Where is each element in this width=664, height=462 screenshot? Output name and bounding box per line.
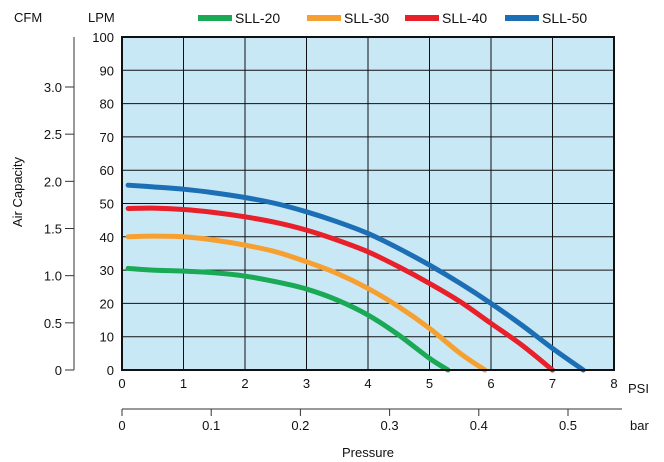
bar-tick-label: 0.5: [559, 418, 577, 433]
lpm-tick-label: 10: [100, 330, 114, 345]
lpm-tick-label: 60: [100, 163, 114, 178]
plot-frame: [121, 36, 615, 371]
psi-tick-label: 6: [487, 376, 494, 391]
cfm-unit-label: CFM: [14, 10, 42, 25]
legend-label-sll-20: SLL-20: [235, 10, 280, 26]
legend-label-sll-50: SLL-50: [542, 10, 587, 26]
cfm-tick-label: 3.0: [44, 80, 62, 95]
series-line-sll-40: [125, 205, 555, 373]
cfm-tick-label: 2.0: [44, 174, 62, 189]
cfm-tick-label: 2.5: [44, 127, 62, 142]
bar-tick-label: 0: [118, 418, 125, 433]
lpm-tick-label: 50: [100, 197, 114, 212]
legend: SLL-20 SLL-30 SLL-40 SLL-50: [198, 10, 587, 26]
psi-tick-label: 2: [241, 376, 248, 391]
psi-tick-label: 7: [549, 376, 556, 391]
bar-unit-label: bar: [630, 418, 649, 433]
legend-swatch-sll-50: [505, 15, 539, 21]
bar-tick-label: 0.2: [291, 418, 309, 433]
lpm-tick-label: 0: [107, 363, 114, 378]
lpm-unit-label: LPM: [88, 10, 115, 25]
legend-swatch-sll-40: [405, 15, 439, 21]
psi-tick-label: 3: [303, 376, 310, 391]
psi-tick-label: 8: [610, 376, 617, 391]
lpm-tick-label: 90: [100, 63, 114, 78]
lpm-tick-label: 20: [100, 296, 114, 311]
x-axis-title: Pressure: [342, 445, 394, 460]
cfm-tick-label: 0.5: [44, 316, 62, 331]
lpm-tick-label: 40: [100, 230, 114, 245]
legend-swatch-sll-20: [198, 15, 232, 21]
psi-tick-label: 5: [426, 376, 433, 391]
bar-tick-labels: 0 0.1 0.2 0.3 0.4 0.5: [118, 409, 577, 433]
psi-tick-label: 4: [364, 376, 371, 391]
lpm-tick-label: 80: [100, 97, 114, 112]
psi-unit-label: PSI: [628, 381, 649, 396]
lpm-tick-label: 30: [100, 263, 114, 278]
psi-tick-labels: 0 1 2 3 4 5 6 7 8: [118, 376, 617, 391]
series-line-sll-30: [125, 233, 488, 373]
series-lines: [125, 182, 586, 373]
cfm-tick-labels: 0 0.5 1.0 1.5 2.0 2.5 3.0: [44, 80, 74, 378]
legend-swatch-sll-30: [307, 15, 341, 21]
cfm-tick-label: 1.5: [44, 221, 62, 236]
bar-tick-label: 0.4: [470, 418, 488, 433]
y-axis-title: Air Capacity: [10, 156, 25, 227]
cfm-tick-label: 1.0: [44, 269, 62, 284]
cfm-tick-label: 0: [55, 363, 62, 378]
lpm-tick-label: 70: [100, 130, 114, 145]
bar-tick-label: 0.3: [381, 418, 399, 433]
psi-tick-label: 0: [118, 376, 125, 391]
series-line-sll-20: [125, 265, 451, 373]
legend-label-sll-40: SLL-40: [442, 10, 487, 26]
psi-tick-label: 1: [180, 376, 187, 391]
lpm-tick-labels: 0 10 20 30 40 50 60 70 80 90 100: [92, 30, 114, 378]
lpm-tick-label: 100: [92, 30, 114, 45]
bar-tick-label: 0.1: [202, 418, 220, 433]
series-line-sll-50: [125, 182, 586, 373]
legend-label-sll-30: SLL-30: [344, 10, 389, 26]
